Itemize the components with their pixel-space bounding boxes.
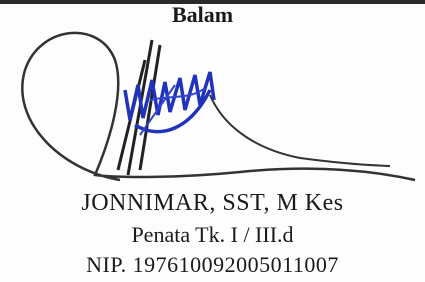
signatory-nip: NIP. 197610092005011007 xyxy=(0,252,425,278)
signatory-rank: Penata Tk. I / III.d xyxy=(0,222,425,248)
heading: Balam xyxy=(0,2,415,28)
signature-loop xyxy=(22,33,415,180)
document-page: Balam JONNIMAR, SST, M Kes Penata Tk. I … xyxy=(0,0,425,282)
signature-tail xyxy=(210,95,390,166)
signature-strokes xyxy=(118,40,160,175)
signatory-name: JONNIMAR, SST, M Kes xyxy=(0,190,425,217)
